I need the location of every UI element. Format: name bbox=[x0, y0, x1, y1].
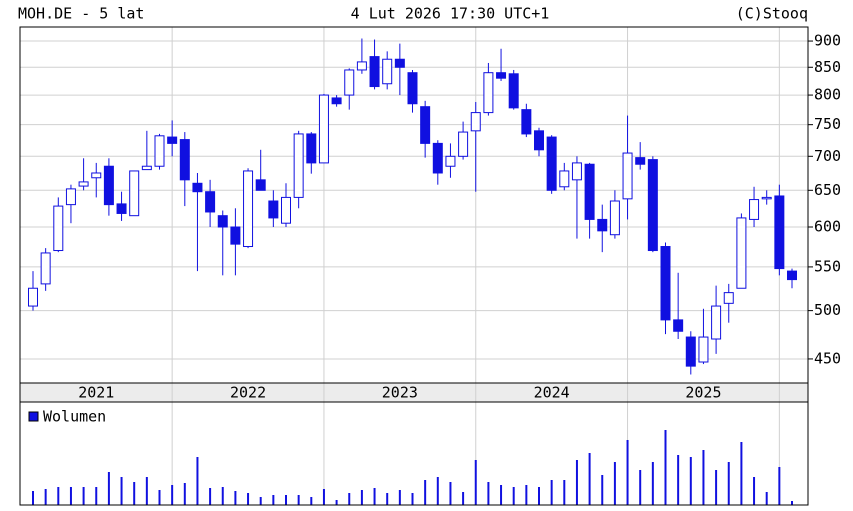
candle-body bbox=[65, 188, 76, 206]
candle-body bbox=[205, 191, 216, 213]
candle-body bbox=[609, 200, 620, 236]
year-label: 2022 bbox=[230, 384, 266, 402]
candle-body bbox=[774, 195, 785, 270]
candle-body bbox=[698, 336, 709, 363]
candle-body bbox=[116, 203, 127, 214]
candle-body bbox=[217, 215, 228, 228]
candle-body bbox=[40, 252, 51, 285]
legend-swatch bbox=[28, 411, 39, 422]
candle-body bbox=[660, 246, 671, 321]
candle-body bbox=[432, 142, 443, 174]
candle-body bbox=[647, 159, 658, 252]
candle-body bbox=[141, 165, 152, 171]
y-tick-label: 700 bbox=[814, 147, 841, 165]
y-tick-label: 800 bbox=[814, 86, 841, 104]
candle-body bbox=[281, 196, 291, 224]
header-center: 4 Lut 2026 17:30 UTC+1 bbox=[351, 5, 550, 23]
candle-body bbox=[736, 217, 747, 289]
y-tick-label: 750 bbox=[814, 115, 841, 133]
candle-body bbox=[597, 218, 608, 232]
candle-body bbox=[496, 72, 507, 79]
candle-body bbox=[154, 135, 165, 167]
candle-body bbox=[458, 131, 469, 157]
y-tick-label: 550 bbox=[814, 257, 841, 275]
candle-body bbox=[243, 170, 254, 248]
candle-body bbox=[382, 58, 393, 85]
candle-body bbox=[508, 73, 519, 109]
year-label: 2021 bbox=[78, 384, 114, 402]
candle-body bbox=[559, 170, 570, 188]
candle-body bbox=[192, 182, 203, 193]
candle-body bbox=[749, 199, 760, 220]
candle-body bbox=[407, 72, 418, 105]
year-band bbox=[20, 383, 808, 402]
candle-body bbox=[571, 162, 582, 181]
candle-body bbox=[787, 270, 797, 281]
candle-body bbox=[331, 97, 342, 105]
candle-body bbox=[483, 72, 494, 114]
y-tick-label: 500 bbox=[814, 301, 841, 319]
candle-body bbox=[521, 109, 532, 135]
legend-label: Wolumen bbox=[43, 408, 106, 426]
candle-body bbox=[622, 152, 633, 200]
candle-body bbox=[584, 163, 595, 220]
candle-body bbox=[673, 319, 684, 332]
candle-body bbox=[268, 200, 279, 219]
candle-body bbox=[179, 139, 190, 181]
candle-body bbox=[635, 157, 646, 165]
year-label: 2024 bbox=[534, 384, 570, 402]
candle-body bbox=[685, 336, 696, 367]
candle-body bbox=[129, 170, 140, 217]
candle-body bbox=[420, 106, 431, 144]
candle-body bbox=[723, 292, 734, 304]
candle-body bbox=[394, 58, 405, 68]
candle-body bbox=[546, 136, 557, 191]
candle-body bbox=[318, 94, 329, 164]
candle-body bbox=[293, 133, 304, 198]
y-tick-label: 850 bbox=[814, 58, 841, 76]
candle-body bbox=[761, 196, 772, 200]
frame bbox=[19, 26, 809, 506]
header-left: MOH.DE - 5 lat bbox=[18, 5, 144, 23]
candle-body bbox=[230, 226, 241, 245]
y-tick-label: 600 bbox=[814, 218, 841, 236]
year-label: 2023 bbox=[382, 384, 418, 402]
candle-body bbox=[711, 305, 722, 340]
y-tick-label: 450 bbox=[814, 349, 841, 367]
candle-body bbox=[78, 181, 89, 187]
y-tick-label: 650 bbox=[814, 181, 841, 199]
candle-body bbox=[28, 287, 38, 307]
candle-body bbox=[369, 56, 380, 88]
y-tick-label: 900 bbox=[814, 32, 841, 50]
candle-body bbox=[53, 205, 64, 252]
candle-body bbox=[356, 61, 367, 71]
candle-body bbox=[445, 155, 456, 167]
candle-body bbox=[470, 112, 481, 132]
candle-body bbox=[306, 133, 317, 164]
candle-body bbox=[255, 179, 266, 191]
candle-body bbox=[91, 172, 102, 179]
candle-body bbox=[534, 130, 544, 151]
candle-body bbox=[103, 165, 114, 206]
candle-body bbox=[167, 136, 178, 144]
candle-body bbox=[344, 69, 355, 96]
year-label: 2025 bbox=[685, 384, 721, 402]
header-right: (C)Stooq bbox=[736, 5, 808, 23]
